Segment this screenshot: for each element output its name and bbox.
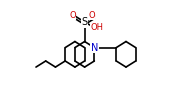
Text: O: O [88, 11, 95, 20]
Text: S: S [82, 17, 88, 27]
Text: N: N [91, 43, 98, 53]
Text: O: O [69, 11, 76, 20]
Text: OH: OH [91, 23, 104, 32]
